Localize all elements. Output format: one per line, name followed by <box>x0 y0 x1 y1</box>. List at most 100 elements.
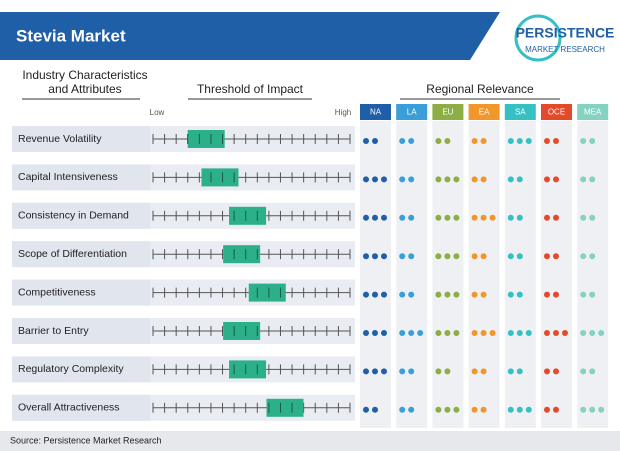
relevance-dot <box>408 368 415 375</box>
impact-box <box>248 283 286 302</box>
relevance-dot <box>516 368 523 375</box>
relevance-dot <box>589 291 596 298</box>
relevance-dot <box>589 330 596 336</box>
relevance-dot <box>399 253 406 260</box>
region-column <box>541 121 572 428</box>
relevance-dot <box>589 138 596 144</box>
relevance-dot <box>408 406 415 413</box>
region-label: EA <box>479 108 490 117</box>
relevance-dot <box>399 138 406 144</box>
region-header <box>577 104 609 120</box>
region-header <box>360 104 391 120</box>
relevance-dot <box>381 176 387 183</box>
relevance-dot <box>435 176 442 183</box>
relevance-dot <box>544 253 550 260</box>
region-label: SA <box>515 108 526 117</box>
relevance-dot <box>363 406 369 413</box>
relevance-dot <box>408 138 415 144</box>
source: Source: Persistence Market Research <box>10 435 162 445</box>
relevance-dot <box>480 406 487 413</box>
relevance-dot <box>399 330 406 336</box>
relevance-dot <box>507 214 514 221</box>
region-label: LA <box>407 108 417 117</box>
relevance-dot <box>363 214 369 221</box>
relevance-dot <box>471 253 478 260</box>
relevance-dot <box>589 368 596 375</box>
region-header <box>432 104 464 120</box>
relevance-dot <box>480 253 487 260</box>
relevance-dot <box>381 253 387 260</box>
region-column <box>504 121 536 428</box>
relevance-dot <box>453 291 460 298</box>
relevance-dot <box>589 253 596 260</box>
relevance-dot <box>525 406 532 413</box>
relevance-dot <box>480 138 487 144</box>
relevance-dot <box>553 214 559 221</box>
relevance-dot <box>589 176 596 183</box>
row-label-box <box>12 318 150 344</box>
threshold-header: Threshold of Impact <box>197 82 304 96</box>
relevance-dot <box>435 253 442 260</box>
relevance-dot <box>553 406 559 413</box>
relevance-dot <box>553 368 559 375</box>
row-label-box <box>12 202 150 229</box>
relevance-dot <box>507 330 514 336</box>
relevance-dot <box>516 406 523 413</box>
relevance-dot <box>516 253 523 260</box>
relevance-dot <box>363 368 369 375</box>
relevance-dot <box>516 330 523 336</box>
relevance-dot <box>471 368 478 375</box>
relevance-dot <box>435 406 442 413</box>
relevance-dot <box>589 406 596 413</box>
relevance-dot <box>544 330 550 336</box>
relevance-dot <box>372 368 378 375</box>
relevance-dot <box>489 214 496 221</box>
relevance-dot <box>363 176 369 183</box>
relevance-dot <box>363 138 369 144</box>
relevance-dot <box>372 291 378 298</box>
relevance-dot <box>471 138 478 144</box>
relevance-dot <box>553 291 559 298</box>
impact-box <box>201 168 239 187</box>
relevance-dot <box>399 214 406 221</box>
relevance-dot <box>507 253 514 260</box>
footer-band <box>0 431 620 451</box>
region-label: MEA <box>584 108 602 117</box>
high-label: High <box>335 108 351 117</box>
relevance-dot <box>507 176 514 183</box>
attributes-header: Industry Characteristics and Attributes <box>22 68 147 96</box>
relevance-dot <box>444 214 451 221</box>
relevance-dot <box>580 368 587 375</box>
relevance-dot <box>363 291 369 298</box>
row-label-box <box>12 356 150 383</box>
relevance-dot <box>453 406 460 413</box>
relevance-dot <box>544 406 550 413</box>
region-header <box>504 104 536 120</box>
relevance-dot <box>372 406 378 413</box>
region-column <box>468 121 500 428</box>
relevance-dot <box>480 214 487 221</box>
relevance-dot <box>480 368 487 375</box>
relevance-dot <box>544 176 550 183</box>
relevance-dot <box>471 214 478 221</box>
relevance-dot <box>544 214 550 221</box>
row-label: Revenue Volatility <box>18 133 102 145</box>
row-label: Consistency in Demand <box>18 210 129 222</box>
relevance-dot <box>507 406 514 413</box>
relevance-dot <box>480 330 487 336</box>
relevance-dot <box>435 214 442 221</box>
relevance-dot <box>363 253 369 260</box>
region-label: NA <box>370 108 382 117</box>
relevance-dot <box>507 138 514 144</box>
relevance-dot <box>399 406 406 413</box>
relevance-dot <box>435 291 442 298</box>
region-header <box>468 104 500 120</box>
relevance-dot <box>544 368 550 375</box>
relevance-dot <box>453 176 460 183</box>
relevance-dot <box>516 176 523 183</box>
row-label: Scope of Differentiation <box>18 248 127 260</box>
relevance-dot <box>408 214 415 221</box>
relevance-dot <box>580 176 587 183</box>
region-column <box>360 121 391 428</box>
